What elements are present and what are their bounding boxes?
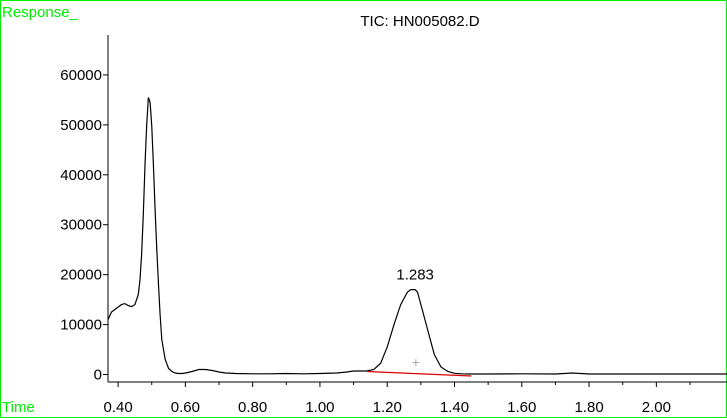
- x-tick-label: 0.80: [238, 399, 267, 416]
- y-tick-label: 20000: [60, 267, 102, 284]
- x-tick-label: 1.60: [507, 399, 536, 416]
- x-tick-label: 0.60: [171, 399, 200, 416]
- y-tick-label: 30000: [60, 217, 102, 234]
- tic-trace-line: [107, 97, 727, 375]
- x-tick-label: 2.00: [642, 399, 671, 416]
- x-tick-label: 1.40: [440, 399, 469, 416]
- x-tick-label: 1.20: [373, 399, 402, 416]
- y-tick-label: 50000: [60, 117, 102, 134]
- y-axis-label: Response_: [2, 4, 79, 21]
- x-axis-label: Time: [2, 399, 35, 416]
- y-tick-label: 40000: [60, 167, 102, 184]
- x-tick-label: 1.80: [574, 399, 603, 416]
- x-tick-label: 0.40: [103, 399, 132, 416]
- x-tick-label: 1.00: [305, 399, 334, 416]
- peak-marker: +: [412, 354, 420, 370]
- integration-baseline: [367, 370, 472, 377]
- y-tick-label: 10000: [60, 317, 102, 334]
- y-tick-label: 60000: [60, 67, 102, 84]
- y-tick-label: 0: [94, 367, 102, 384]
- chart-title: TIC: HN005082.D: [360, 13, 479, 30]
- peak-label: 1.283: [396, 267, 434, 284]
